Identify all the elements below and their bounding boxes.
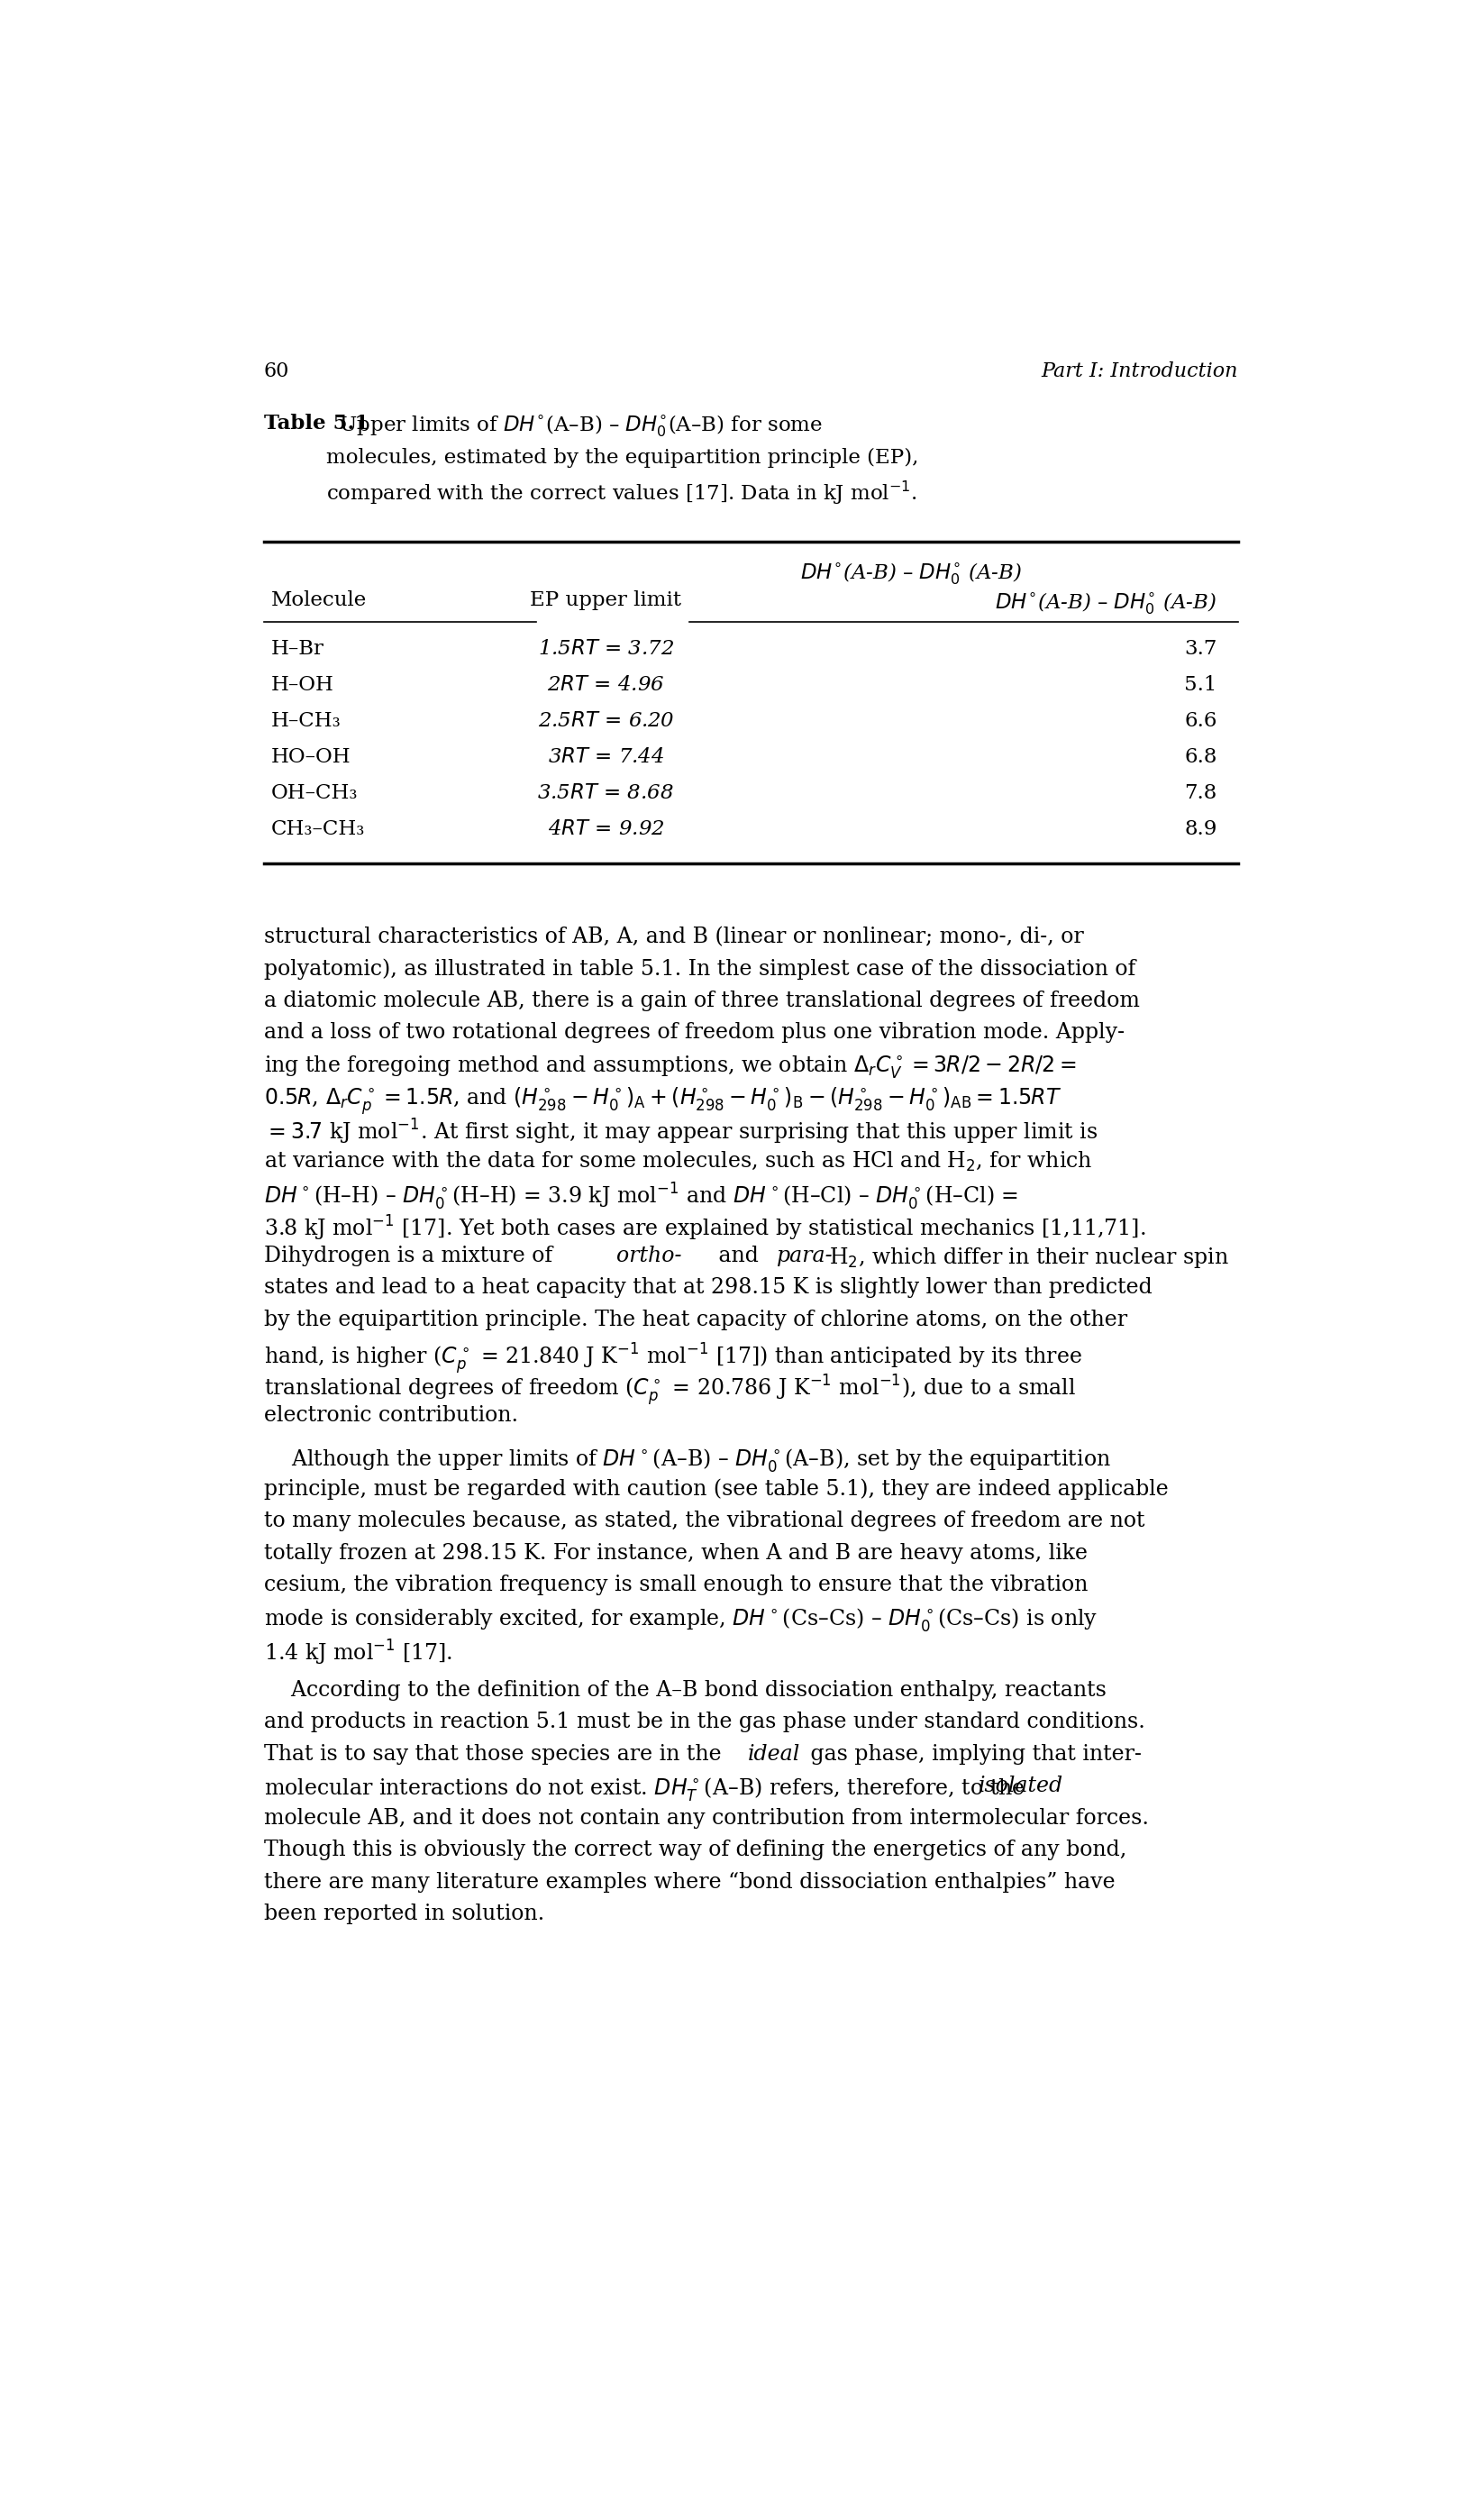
Text: 5.1: 5.1 bbox=[1184, 675, 1218, 696]
Text: H$_2$, which differ in their nuclear spin: H$_2$, which differ in their nuclear spi… bbox=[829, 1245, 1229, 1270]
Text: H–Br: H–Br bbox=[271, 640, 324, 658]
Text: Part I: Introduction: Part I: Introduction bbox=[1042, 360, 1238, 381]
Text: 3.7: 3.7 bbox=[1184, 640, 1218, 658]
Text: ideal: ideal bbox=[748, 1744, 800, 1764]
Text: and: and bbox=[711, 1245, 766, 1265]
Text: been reported in solution.: been reported in solution. bbox=[264, 1903, 544, 1925]
Text: H–OH: H–OH bbox=[271, 675, 333, 696]
Text: cesium, the vibration frequency is small enough to ensure that the vibration: cesium, the vibration frequency is small… bbox=[264, 1575, 1087, 1595]
Text: Table 5.1: Table 5.1 bbox=[264, 413, 368, 433]
Text: EP upper limit: EP upper limit bbox=[530, 590, 682, 610]
Text: molecule AB, and it does not contain any contribution from intermolecular forces: molecule AB, and it does not contain any… bbox=[264, 1807, 1149, 1830]
Text: translational degrees of freedom ($C_p^\circ$ = 20.786 J K$^{-1}$ mol$^{-1}$), d: translational degrees of freedom ($C_p^\… bbox=[264, 1373, 1075, 1409]
Text: HO–OH: HO–OH bbox=[271, 748, 351, 766]
Text: $0.5R$, $\Delta_r C_p^\circ = 1.5R$, and $(H_{298}^\circ-H_0^\circ)_\mathrm{A} +: $0.5R$, $\Delta_r C_p^\circ = 1.5R$, and… bbox=[264, 1086, 1061, 1116]
Text: ortho-: ortho- bbox=[616, 1245, 682, 1265]
Text: H–CH₃: H–CH₃ bbox=[271, 711, 340, 731]
Text: principle, must be regarded with caution (see table 5.1), they are indeed applic: principle, must be regarded with caution… bbox=[264, 1479, 1168, 1499]
Text: para-: para- bbox=[776, 1245, 833, 1265]
Text: Molecule: Molecule bbox=[271, 590, 367, 610]
Text: to many molecules because, as stated, the vibrational degrees of freedom are not: to many molecules because, as stated, th… bbox=[264, 1509, 1144, 1532]
Text: 4$RT$ = 9.92: 4$RT$ = 9.92 bbox=[547, 819, 665, 839]
Text: 2$RT$ = 4.96: 2$RT$ = 4.96 bbox=[547, 675, 665, 696]
Text: Though this is obviously the correct way of defining the energetics of any bond,: Though this is obviously the correct way… bbox=[264, 1840, 1127, 1860]
Text: 1.4 kJ mol$^{-1}$ [17].: 1.4 kJ mol$^{-1}$ [17]. bbox=[264, 1638, 452, 1668]
Text: there are many literature examples where “bond dissociation enthalpies” have: there are many literature examples where… bbox=[264, 1872, 1115, 1893]
Text: a diatomic molecule AB, there is a gain of three translational degrees of freedo: a diatomic molecule AB, there is a gain … bbox=[264, 990, 1140, 1011]
Text: $DH^{\circ}$(A-B) – $DH_0^{\circ}$ (A-B): $DH^{\circ}$(A-B) – $DH_0^{\circ}$ (A-B) bbox=[801, 562, 1022, 587]
Text: ing the foregoing method and assumptions, we obtain $\Delta_r C_V^\circ = 3R/2 -: ing the foregoing method and assumptions… bbox=[264, 1053, 1077, 1081]
Text: isolated: isolated bbox=[978, 1777, 1064, 1797]
Text: Upper limits of $DH^{\circ}$(A–B) – $DH_0^{\circ}$(A–B) for some
molecules, esti: Upper limits of $DH^{\circ}$(A–B) – $DH_… bbox=[327, 413, 918, 507]
Text: and products in reaction 5.1 must be in the gas phase under standard conditions.: and products in reaction 5.1 must be in … bbox=[264, 1711, 1144, 1734]
Text: at variance with the data for some molecules, such as HCl and H$_2$, for which: at variance with the data for some molec… bbox=[264, 1149, 1093, 1174]
Text: 2.5$RT$ = 6.20: 2.5$RT$ = 6.20 bbox=[537, 711, 675, 731]
Text: electronic contribution.: electronic contribution. bbox=[264, 1406, 518, 1426]
Text: 60: 60 bbox=[264, 360, 289, 381]
Text: structural characteristics of AB, A, and B (linear or nonlinear; mono-, di-, or: structural characteristics of AB, A, and… bbox=[264, 927, 1084, 948]
Text: 3.5$RT$ = 8.68: 3.5$RT$ = 8.68 bbox=[537, 784, 675, 804]
Text: $DH^\circ$(H–H) – $DH_0^\circ$(H–H) = 3.9 kJ mol$^{-1}$ and $DH^\circ$(H–Cl) – $: $DH^\circ$(H–H) – $DH_0^\circ$(H–H) = 3.… bbox=[264, 1182, 1018, 1212]
Text: CH₃–CH₃: CH₃–CH₃ bbox=[271, 819, 365, 839]
Text: 1.5$RT$ = 3.72: 1.5$RT$ = 3.72 bbox=[537, 640, 675, 658]
Text: 3$RT$ = 7.44: 3$RT$ = 7.44 bbox=[547, 748, 665, 766]
Text: mode is considerably excited, for example, $DH^\circ$(Cs–Cs) – $DH_0^\circ$(Cs–C: mode is considerably excited, for exampl… bbox=[264, 1605, 1097, 1633]
Text: That is to say that those species are in the: That is to say that those species are in… bbox=[264, 1744, 728, 1764]
Text: OH–CH₃: OH–CH₃ bbox=[271, 784, 358, 804]
Text: Although the upper limits of $DH^\circ$(A–B) – $DH_0^\circ$(A–B), set by the equ: Although the upper limits of $DH^\circ$(… bbox=[264, 1446, 1111, 1474]
Text: hand, is higher ($C_p^\circ$ = 21.840 J K$^{-1}$ mol$^{-1}$ [17]) than anticipat: hand, is higher ($C_p^\circ$ = 21.840 J … bbox=[264, 1341, 1081, 1376]
Text: and a loss of two rotational degrees of freedom plus one vibration mode. Apply-: and a loss of two rotational degrees of … bbox=[264, 1023, 1124, 1043]
Text: 6.6: 6.6 bbox=[1184, 711, 1218, 731]
Text: molecular interactions do not exist. $DH_T^\circ$(A–B) refers, therefore, to the: molecular interactions do not exist. $DH… bbox=[264, 1777, 1025, 1802]
Text: $DH^{\circ}$(A-B) – $DH_0^{\circ}$ (A-B): $DH^{\circ}$(A-B) – $DH_0^{\circ}$ (A-B) bbox=[995, 590, 1218, 615]
Text: Dihydrogen is a mixture of: Dihydrogen is a mixture of bbox=[264, 1245, 559, 1265]
Text: states and lead to a heat capacity that at 298.15 K is slightly lower than predi: states and lead to a heat capacity that … bbox=[264, 1278, 1152, 1298]
Text: $= 3.7$ kJ mol$^{-1}$. At first sight, it may appear surprising that this upper : $= 3.7$ kJ mol$^{-1}$. At first sight, i… bbox=[264, 1119, 1097, 1147]
Text: polyatomic), as illustrated in table 5.1. In the simplest case of the dissociati: polyatomic), as illustrated in table 5.1… bbox=[264, 958, 1135, 980]
Text: gas phase, implying that inter-: gas phase, implying that inter- bbox=[804, 1744, 1141, 1764]
Text: 7.8: 7.8 bbox=[1184, 784, 1218, 804]
Text: According to the definition of the A–B bond dissociation enthalpy, reactants: According to the definition of the A–B b… bbox=[264, 1681, 1106, 1701]
Text: totally frozen at 298.15 K. For instance, when A and B are heavy atoms, like: totally frozen at 298.15 K. For instance… bbox=[264, 1542, 1087, 1562]
Text: 3.8 kJ mol$^{-1}$ [17]. Yet both cases are explained by statistical mechanics [1: 3.8 kJ mol$^{-1}$ [17]. Yet both cases a… bbox=[264, 1215, 1146, 1242]
Text: 8.9: 8.9 bbox=[1184, 819, 1218, 839]
Text: 6.8: 6.8 bbox=[1184, 748, 1218, 766]
Text: by the equipartition principle. The heat capacity of chlorine atoms, on the othe: by the equipartition principle. The heat… bbox=[264, 1310, 1127, 1331]
